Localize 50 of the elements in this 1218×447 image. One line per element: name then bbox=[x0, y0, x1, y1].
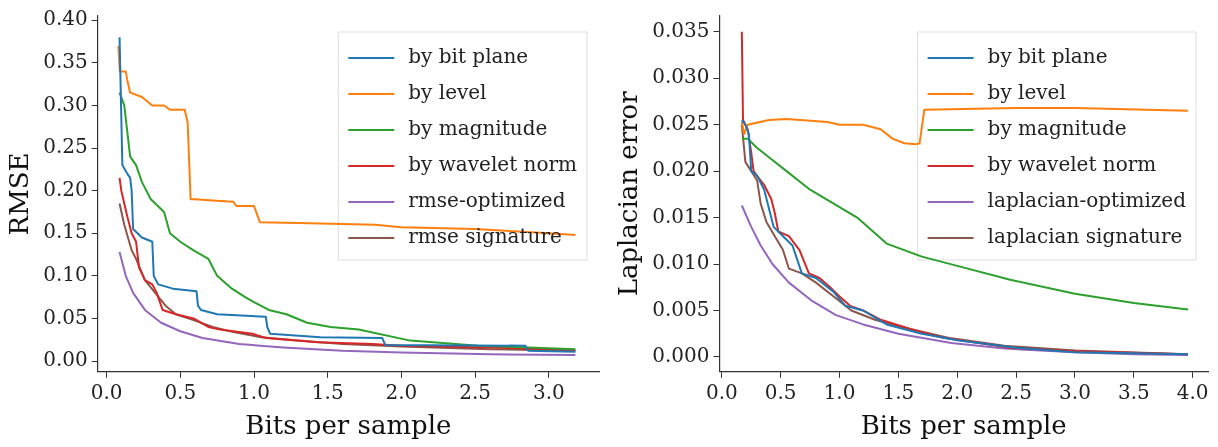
x-tick-label: 4.0 bbox=[1176, 380, 1209, 404]
legend-label: laplacian-optimized bbox=[987, 188, 1187, 213]
x-tick-label: 2.0 bbox=[941, 380, 974, 404]
legend-label: by bit plane bbox=[987, 44, 1108, 69]
y-axis-title: Laplacian error bbox=[613, 90, 644, 297]
line-series bbox=[118, 36, 577, 353]
y-tick-label: 0.005 bbox=[652, 296, 710, 321]
legend-label: by magnitude bbox=[987, 116, 1127, 141]
x-tick-label: 2.5 bbox=[1000, 380, 1033, 404]
y-tick-label: 0.40 bbox=[43, 6, 88, 31]
y-tick-label: 0.010 bbox=[652, 250, 710, 275]
y-axis-title: RMSE bbox=[4, 152, 35, 236]
x-tick-label: 1.5 bbox=[882, 380, 915, 404]
x-axis-title: Bits per sample bbox=[245, 410, 452, 441]
legend-label: by wavelet norm bbox=[408, 152, 578, 177]
y-tick-label: 0.035 bbox=[652, 18, 710, 42]
y-tick-label: 0.05 bbox=[43, 304, 88, 329]
legend-label: laplacian signature bbox=[987, 224, 1183, 249]
x-tick-label: 3.0 bbox=[1059, 380, 1091, 404]
x-tick-label: 2.5 bbox=[459, 380, 492, 404]
legend-label: rmse signature bbox=[408, 224, 562, 249]
y-tick-label: 0.025 bbox=[652, 110, 710, 135]
x-tick-label: 0.0 bbox=[90, 380, 123, 404]
y-tick-label: 0.10 bbox=[43, 262, 88, 287]
x-tick-label: 3.5 bbox=[1117, 380, 1150, 404]
y-tick-label: 0.015 bbox=[652, 203, 710, 228]
x-tick-label: 3.0 bbox=[532, 380, 565, 404]
x-tick-label: 1.0 bbox=[823, 380, 856, 404]
x-tick-label: 0.5 bbox=[764, 380, 797, 404]
legend-label: by magnitude bbox=[408, 116, 548, 141]
x-tick-label: 0.0 bbox=[705, 380, 738, 404]
x-axis-title: Bits per sample bbox=[860, 410, 1067, 441]
y-tick-label: 0.020 bbox=[652, 157, 710, 182]
y-tick-label: 0.25 bbox=[43, 134, 88, 159]
x-tick-label: 1.0 bbox=[238, 380, 270, 404]
y-tick-label: 0.30 bbox=[43, 91, 88, 116]
y-tick-label: 0.20 bbox=[43, 176, 88, 201]
x-tick-label: 1.5 bbox=[311, 380, 344, 404]
legend-label: by level bbox=[408, 80, 487, 105]
x-tick-label: 2.0 bbox=[385, 380, 418, 404]
legend-label: by level bbox=[987, 80, 1066, 105]
legend-label: by wavelet norm bbox=[987, 152, 1157, 177]
x-tick-label: 0.5 bbox=[164, 380, 197, 404]
y-tick-label: 0.000 bbox=[652, 343, 710, 368]
y-tick-label: 0.15 bbox=[43, 219, 88, 244]
y-tick-label: 0.030 bbox=[652, 64, 710, 89]
legend-label: rmse-optimized bbox=[408, 188, 566, 213]
y-tick-label: 0.35 bbox=[43, 49, 88, 74]
legend-label: by bit plane bbox=[408, 44, 529, 69]
y-tick-label: 0.00 bbox=[43, 347, 88, 372]
